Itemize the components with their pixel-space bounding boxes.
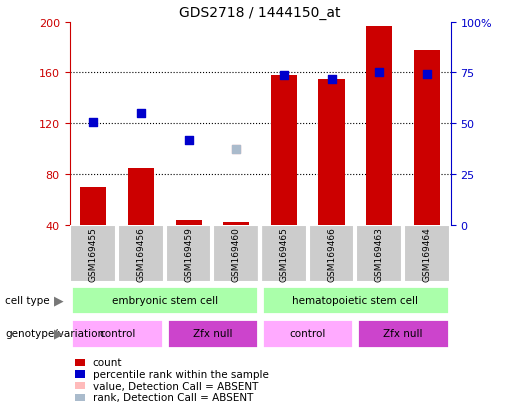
Bar <box>414 50 440 225</box>
Point <box>232 146 241 152</box>
Text: count: count <box>93 358 122 368</box>
FancyBboxPatch shape <box>72 286 258 315</box>
Text: GSM169455: GSM169455 <box>89 227 98 281</box>
Point <box>137 110 145 117</box>
Text: hematopoietic stem cell: hematopoietic stem cell <box>293 295 418 306</box>
Bar <box>366 26 392 225</box>
Text: GSM169466: GSM169466 <box>327 227 336 281</box>
FancyBboxPatch shape <box>262 286 449 315</box>
FancyBboxPatch shape <box>308 225 354 282</box>
FancyBboxPatch shape <box>72 319 163 348</box>
Bar <box>80 187 107 225</box>
Bar <box>271 76 297 225</box>
Text: GSM169459: GSM169459 <box>184 227 193 281</box>
Text: GSM169464: GSM169464 <box>422 227 431 281</box>
Text: rank, Detection Call = ABSENT: rank, Detection Call = ABSENT <box>93 392 253 402</box>
FancyBboxPatch shape <box>357 319 449 348</box>
Text: GSM169463: GSM169463 <box>375 227 384 281</box>
Point <box>184 137 193 144</box>
Bar <box>223 223 249 225</box>
FancyBboxPatch shape <box>356 225 402 282</box>
Text: percentile rank within the sample: percentile rank within the sample <box>93 369 269 379</box>
FancyBboxPatch shape <box>261 225 307 282</box>
Bar <box>176 220 202 225</box>
Point <box>232 146 241 152</box>
FancyBboxPatch shape <box>167 319 258 348</box>
FancyBboxPatch shape <box>118 225 164 282</box>
Text: GSM169460: GSM169460 <box>232 227 241 281</box>
Text: Zfx null: Zfx null <box>193 328 232 339</box>
Point <box>280 73 288 79</box>
Text: value, Detection Call = ABSENT: value, Detection Call = ABSENT <box>93 381 258 391</box>
Text: cell type: cell type <box>5 295 50 306</box>
Text: ▶: ▶ <box>54 294 63 307</box>
Text: embryonic stem cell: embryonic stem cell <box>112 295 218 306</box>
Text: GSM169465: GSM169465 <box>280 227 288 281</box>
Text: control: control <box>99 328 135 339</box>
Point <box>375 70 383 76</box>
FancyBboxPatch shape <box>71 225 116 282</box>
Point <box>328 76 336 83</box>
FancyBboxPatch shape <box>213 225 259 282</box>
Point <box>423 71 431 78</box>
FancyBboxPatch shape <box>166 225 212 282</box>
FancyBboxPatch shape <box>262 319 353 348</box>
Bar <box>318 80 345 225</box>
Text: ▶: ▶ <box>54 327 63 340</box>
Point <box>89 119 97 126</box>
Bar <box>128 168 154 225</box>
Text: control: control <box>289 328 326 339</box>
FancyBboxPatch shape <box>404 225 450 282</box>
Text: GSM169456: GSM169456 <box>136 227 145 281</box>
Text: genotype/variation: genotype/variation <box>5 328 104 339</box>
Title: GDS2718 / 1444150_at: GDS2718 / 1444150_at <box>179 6 341 20</box>
Text: Zfx null: Zfx null <box>383 328 423 339</box>
